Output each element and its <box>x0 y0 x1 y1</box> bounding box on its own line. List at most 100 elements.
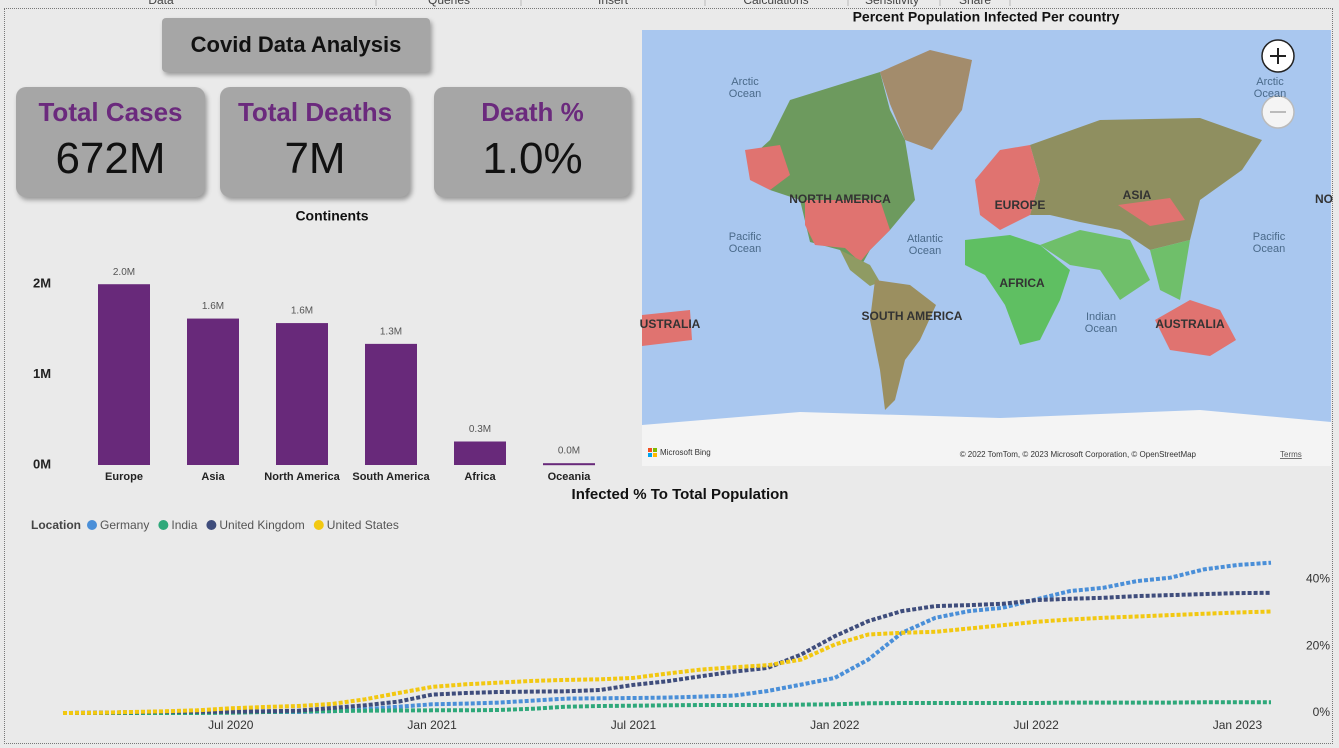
legend-swatch <box>313 520 324 530</box>
x-tick-label: Jul 2022 <box>1013 718 1059 732</box>
legend-swatch <box>87 520 97 530</box>
data-label: 2.0M <box>113 267 135 278</box>
region <box>975 145 1040 230</box>
ribbon <box>375 0 1011 6</box>
y-tick-label: 0M <box>33 456 51 471</box>
map-label: Pacific Ocean <box>1252 231 1286 255</box>
map-label: USTRALIA <box>639 317 701 331</box>
region <box>805 200 890 262</box>
kpi-card: Total Deaths 7M <box>220 87 410 197</box>
region <box>1040 230 1150 300</box>
menu-item: Data <box>148 0 174 7</box>
map-label: SOUTH AMERICA <box>861 309 963 323</box>
map-label: NO <box>1315 192 1333 206</box>
x-tick-label: Europe <box>105 471 143 483</box>
region <box>1030 118 1262 250</box>
zoom-in-icon <box>1270 48 1286 64</box>
map-brand: Microsoft Bing <box>660 448 711 457</box>
legend-swatch <box>158 520 169 530</box>
map-label: ASIA <box>1122 188 1152 202</box>
x-tick-label: Oceania <box>548 471 592 483</box>
y-tick-label: 1M <box>33 366 51 381</box>
x-tick-label: South America <box>352 471 430 483</box>
brand-logo <box>653 453 657 457</box>
map-label: Atlantic Ocean <box>906 233 944 257</box>
data-label: 1.6M <box>291 306 313 317</box>
brand-logo <box>648 448 652 452</box>
line-chart: Infected % To Total Population 0% 20% 40% Ju… <box>31 486 1330 732</box>
chart-title: Continents <box>295 208 368 224</box>
series-line <box>62 560 1272 715</box>
bar <box>98 284 150 465</box>
series-line <box>62 590 1272 715</box>
region <box>642 310 692 346</box>
kpi-value: 7M <box>284 134 346 183</box>
kpi-value: 672M <box>55 134 166 183</box>
legend-swatch <box>206 520 217 530</box>
kpi-label: Death % <box>481 97 584 127</box>
region <box>1118 198 1185 226</box>
region <box>880 50 972 150</box>
map-label: Indian Ocean <box>1084 311 1118 335</box>
report-title: Covid Data Analysis <box>162 18 430 72</box>
map: Microsoft Bing © 2022 TomTom, © 2023 Mic… <box>642 9 1331 466</box>
region <box>1155 300 1236 356</box>
map-label: Arctic Ocean <box>728 76 762 100</box>
x-tick-label: Jan 2021 <box>407 718 457 732</box>
map-title: Percent Population Infected Per country <box>853 9 1120 25</box>
y-tick-label: 2M <box>33 276 51 291</box>
data-label: 1.6M <box>202 301 224 312</box>
legend-label: India <box>171 518 197 532</box>
x-tick-label: Jan 2022 <box>810 718 860 732</box>
bar <box>454 441 506 465</box>
region <box>870 280 936 410</box>
legend-label: Germany <box>100 518 149 532</box>
region <box>745 145 790 190</box>
map-label: AUSTRALIA <box>1155 317 1225 331</box>
kpi-card: Total Cases 672M <box>16 87 205 197</box>
bar <box>276 323 328 465</box>
legend-label: United Kingdom <box>219 518 304 532</box>
data-label: 1.3M <box>380 327 402 338</box>
y-tick-label: 0% <box>1313 705 1331 719</box>
map-label: EUROPE <box>994 198 1046 212</box>
legend-label: United States <box>327 518 399 532</box>
menu-item: Queries <box>428 0 470 7</box>
bar <box>365 343 417 465</box>
brand-logo <box>653 448 657 452</box>
x-tick-label: Jul 2021 <box>611 718 657 732</box>
region <box>1150 240 1190 300</box>
region <box>840 250 880 286</box>
bar <box>187 318 239 465</box>
data-label: 0.3M <box>469 424 491 435</box>
data-label: 0.0M <box>558 446 580 457</box>
legend-title: Location <box>31 518 81 532</box>
antarctica <box>642 410 1331 466</box>
menu-item: Insert <box>598 0 629 7</box>
series-line <box>62 609 1272 715</box>
map-label: Pacific Ocean <box>728 231 762 255</box>
kpi-card: Death % 1.0% <box>434 87 631 197</box>
map-label: AFRICA <box>999 276 1045 290</box>
menu-item: Sensitivity <box>865 0 919 7</box>
x-tick-label: Jan 2023 <box>1213 718 1263 732</box>
kpi-label: Total Cases <box>38 97 183 127</box>
brand-logo <box>648 453 652 457</box>
kpi-value: 1.0% <box>482 134 583 183</box>
menu-item: Calculations <box>743 0 808 7</box>
chart-title: Infected % To Total Population <box>572 486 789 503</box>
x-tick-label: North America <box>264 471 340 483</box>
y-tick-label: 20% <box>1306 638 1330 652</box>
kpi-label: Total Deaths <box>237 97 393 127</box>
map-terms[interactable]: Terms <box>1280 450 1302 459</box>
bar-chart: Continents 0M 1M 2M 2.0M Europe 1.6M Asia 1.6M No… <box>33 208 595 483</box>
map-label: Arctic Ocean <box>1253 76 1287 100</box>
map-label: NORTH AMERICA <box>789 192 891 206</box>
x-tick-label: Jul 2020 <box>208 718 254 732</box>
x-tick-label: Africa <box>464 471 496 483</box>
canvas-border <box>4 8 1333 744</box>
bar <box>543 463 595 466</box>
x-tick-label: Asia <box>201 471 225 483</box>
